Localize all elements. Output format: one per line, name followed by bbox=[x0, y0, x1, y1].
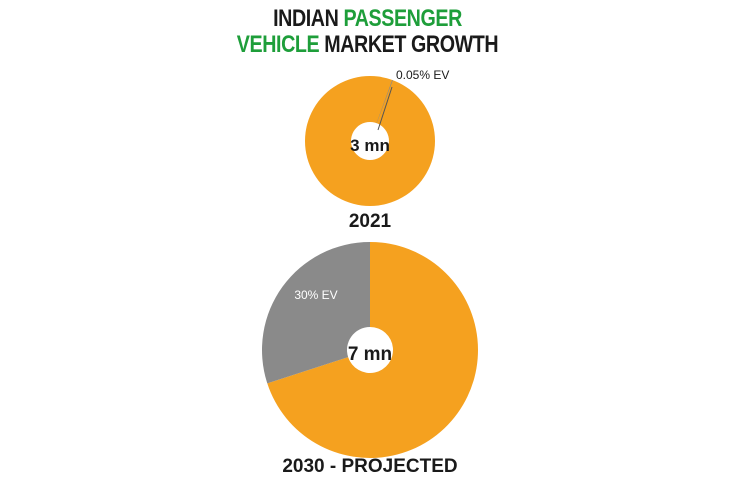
chart-title-line-1: INDIAN PASSENGER bbox=[66, 6, 669, 32]
center-2021-label: 3 mn bbox=[350, 136, 390, 155]
ev-2021-leader-line bbox=[377, 86, 393, 131]
center-2030-label: 7 mn bbox=[348, 344, 392, 365]
title-word-indian: INDIAN bbox=[273, 5, 344, 32]
title-word-vehicle: VEHICLE bbox=[236, 31, 320, 58]
slice-2021-ice bbox=[304, 76, 435, 207]
year-2021-label: 2021 bbox=[349, 211, 392, 232]
ev-2021-label: 0.05% EV bbox=[396, 68, 449, 82]
slice-2021-ev bbox=[376, 79, 393, 124]
slice-2030-ice bbox=[267, 242, 479, 458]
year-2030-label: 2030 - PROJECTED bbox=[282, 456, 457, 477]
chart-title-line-2: VEHICLE MARKET GROWTH bbox=[66, 32, 669, 58]
title-word-passenger: PASSENGER bbox=[343, 5, 462, 32]
slice-2030-ev bbox=[261, 242, 370, 384]
donut-2030: 30% EV 7 mn 2030 - PROJECTED bbox=[261, 242, 479, 477]
donut-2021: 0.05% EV 3 mn 2021 bbox=[304, 68, 449, 232]
ev-2030-label: 30% EV bbox=[294, 288, 337, 302]
title-word-market-growth: MARKET GROWTH bbox=[319, 31, 499, 58]
